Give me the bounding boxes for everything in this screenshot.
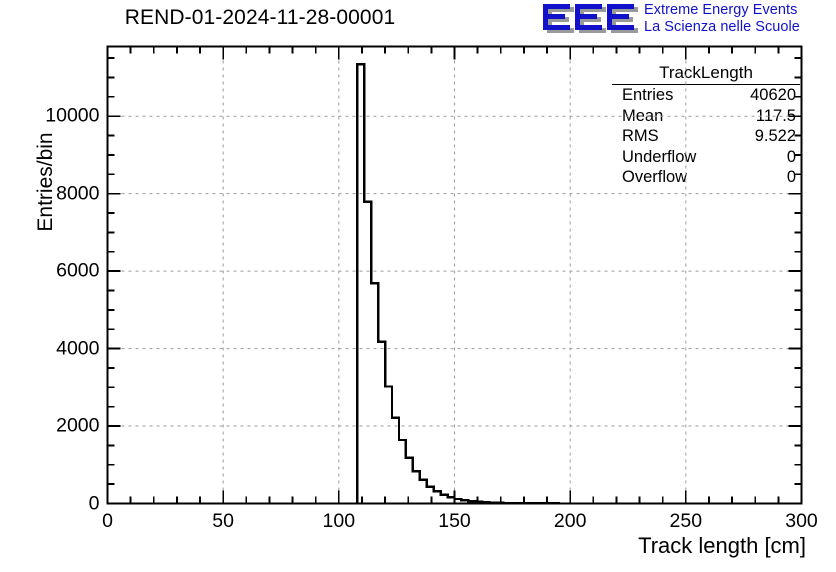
x-axis-title: Track length [cm]	[638, 533, 806, 558]
axis-frame	[106, 45, 803, 505]
stats-row-overflow: Overflow 0	[612, 167, 800, 188]
y-tick-label: 8000	[56, 182, 100, 205]
stats-box: TrackLength Entries 40620 Mean 117.5 RMS…	[612, 63, 800, 188]
stats-row-rms: RMS 9.522	[612, 126, 800, 147]
axis-ticks	[106, 46, 803, 505]
stats-key: Underflow	[622, 147, 697, 166]
x-tick-label: 150	[438, 509, 471, 532]
stats-row-entries: Entries 40620	[612, 85, 800, 106]
x-tick-label: 50	[212, 509, 235, 532]
eee-logo-line1: Extreme Energy Events	[644, 2, 798, 18]
histogram-curve	[356, 63, 802, 505]
stats-value: 0	[786, 168, 796, 186]
stats-value: 117.5	[755, 106, 796, 125]
y-tick-label: 10000	[45, 104, 100, 127]
stats-key: Mean	[622, 106, 664, 125]
y-tick-label: 2000	[56, 414, 100, 437]
eee-logo-mark	[543, 4, 638, 33]
grid-layer	[107, 46, 802, 504]
stats-row-underflow: Underflow 0	[612, 147, 800, 168]
x-tick-label: 100	[322, 509, 356, 532]
y-tick-label: 4000	[56, 337, 100, 360]
stats-key: Entries	[622, 86, 674, 104]
y-tick-label: 6000	[56, 259, 100, 282]
stats-value: 40620	[750, 86, 796, 104]
stats-value: 0	[786, 147, 796, 166]
page-title: REND-01-2024-11-28-00001	[124, 6, 396, 29]
eee-logo-line2: La Scienza nelle Scuole	[644, 19, 800, 35]
x-tick-label: 300	[785, 509, 818, 532]
eee-logo: Extreme Energy Events La Scienza nelle S…	[540, 2, 836, 38]
stats-row-mean: Mean 117.5	[612, 106, 800, 127]
stats-title: TrackLength	[612, 63, 800, 85]
x-tick-label: 250	[669, 509, 703, 532]
stats-key: Overflow	[622, 168, 688, 186]
stats-key: RMS	[622, 127, 659, 145]
eee-logo-text: Extreme Energy Events La Scienza nelle S…	[644, 2, 800, 36]
x-tick-label: 0	[102, 509, 113, 532]
stats-value: 9.522	[754, 127, 796, 145]
x-tick-label: 200	[553, 509, 587, 532]
y-tick-label: 0	[88, 492, 100, 514]
